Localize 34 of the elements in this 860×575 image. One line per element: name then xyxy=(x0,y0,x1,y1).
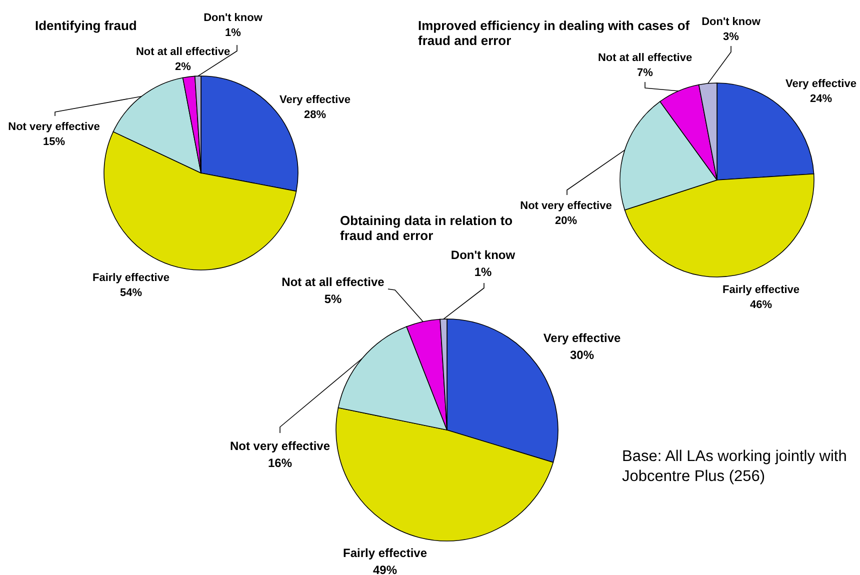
chart-title: Identifying fraud xyxy=(35,18,137,33)
slice-label: Don't know xyxy=(702,16,761,28)
slice-label: Very effective xyxy=(786,78,856,90)
slice-label: Fairly effective xyxy=(342,546,428,560)
text: Improved efficiency in dealing with cases of fraud and error xyxy=(418,18,690,48)
slice-label: Fairly effective xyxy=(722,284,800,296)
data-label: 1% xyxy=(225,27,242,39)
data-label: 54% xyxy=(120,287,142,299)
slice-label: Don't know xyxy=(204,12,263,24)
slice-label: Very effective xyxy=(543,331,622,345)
slice-label: Not at all effective xyxy=(136,46,230,58)
data-label: 30% xyxy=(570,348,594,362)
data-label: 24% xyxy=(810,93,832,105)
data-label: 7% xyxy=(637,67,654,79)
slice-label: Not very effective xyxy=(520,200,612,212)
slice-label: Not at all effective xyxy=(282,275,385,289)
data-label: 16% xyxy=(268,456,292,470)
text: Base: All LAs working jointly with Jobcentre Plus (256) xyxy=(622,448,847,485)
data-label: 2% xyxy=(175,61,192,73)
slice-label: Not very effective xyxy=(230,439,330,453)
data-label: 1% xyxy=(474,265,492,279)
chart-title: Obtaining data in relation to fraud and error xyxy=(340,213,513,243)
data-label: 46% xyxy=(750,299,772,311)
data-label: 28% xyxy=(304,109,326,121)
slice-label: Don't know xyxy=(450,248,516,262)
data-label: 5% xyxy=(324,292,342,306)
data-label: 3% xyxy=(723,31,740,43)
slice-label: Very effective xyxy=(280,94,350,106)
slice-label: Fairly effective xyxy=(92,272,170,284)
slice-label: Not very effective xyxy=(8,121,100,133)
data-label: 15% xyxy=(42,136,66,148)
data-label: 20% xyxy=(554,215,578,227)
slice-label: Not at all effective xyxy=(598,52,692,64)
data-label: 49% xyxy=(372,563,398,575)
